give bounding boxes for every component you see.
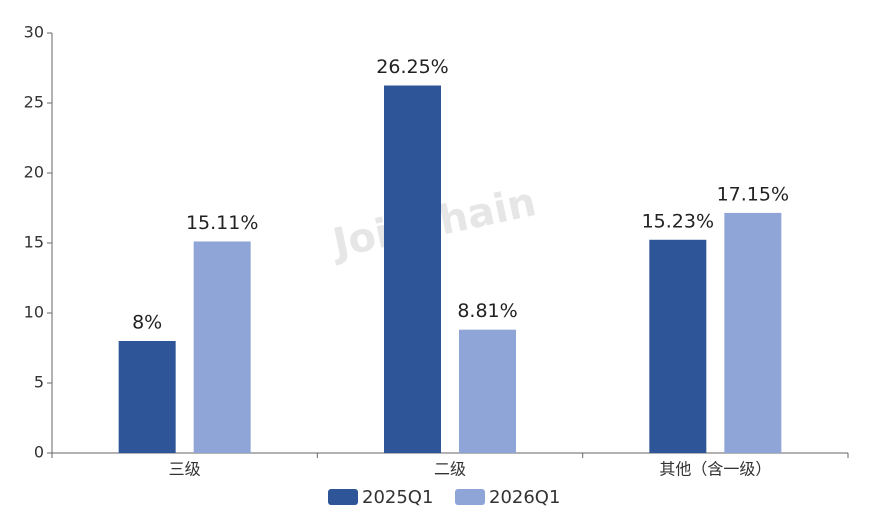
- bar: [649, 239, 707, 453]
- y-tick-label: 20: [24, 163, 44, 182]
- value-label: 17.15%: [717, 183, 789, 205]
- legend-swatch: [328, 489, 358, 505]
- value-label: 15.23%: [642, 210, 714, 232]
- value-label: 8.81%: [457, 300, 517, 322]
- y-tick-label: 5: [34, 373, 44, 392]
- legend-label: 2025Q1: [362, 487, 433, 508]
- x-tick-label: 三级: [169, 460, 201, 479]
- y-tick-label: 10: [24, 303, 44, 322]
- y-tick-label: 25: [24, 93, 44, 112]
- legend-swatch: [455, 489, 485, 505]
- legend-label: 2026Q1: [489, 487, 560, 508]
- value-label: 26.25%: [376, 56, 448, 78]
- bar: [459, 329, 516, 453]
- x-tick-label: 其他（含一级）: [659, 460, 771, 479]
- bar: [193, 241, 251, 453]
- bar: [118, 341, 176, 453]
- y-tick-label: 30: [24, 23, 44, 42]
- bar: [724, 212, 782, 453]
- value-label: 15.11%: [186, 212, 258, 234]
- y-tick-label: 15: [24, 233, 44, 252]
- x-tick-label: 二级: [434, 460, 466, 479]
- value-label: 8%: [132, 312, 162, 334]
- bar: [384, 85, 441, 453]
- y-tick-label: 0: [34, 443, 44, 462]
